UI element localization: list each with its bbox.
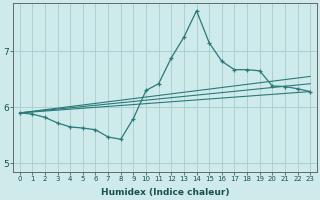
X-axis label: Humidex (Indice chaleur): Humidex (Indice chaleur) <box>101 188 229 197</box>
